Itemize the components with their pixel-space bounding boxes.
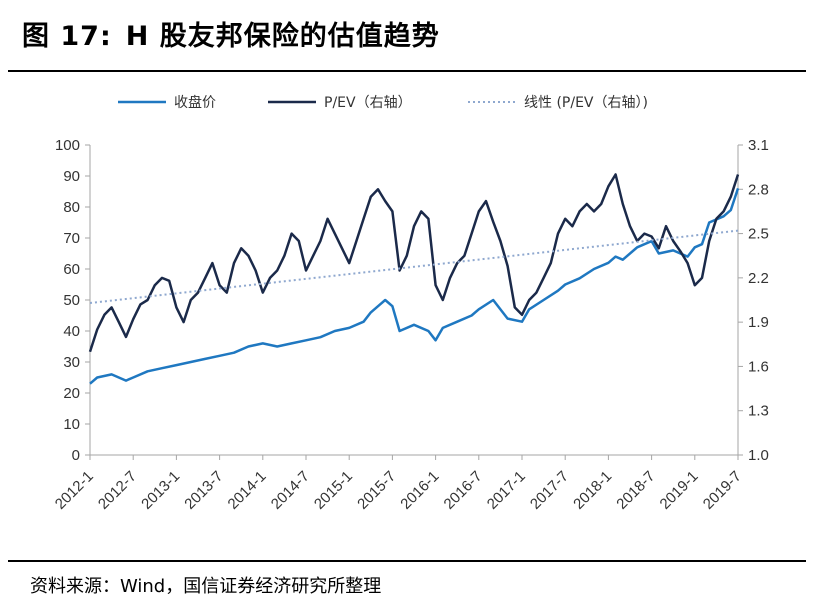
- x-axis-tick-label: 2016-7: [441, 468, 486, 513]
- source-note: 资料来源：Wind，国信证券经济研究所整理: [30, 576, 382, 597]
- right-axis-tick-label: 1.3: [748, 403, 769, 420]
- left-axis-tick-label: 20: [63, 385, 80, 402]
- left-axis-tick-label: 40: [63, 323, 80, 340]
- left-axis-tick-label: 90: [63, 168, 80, 185]
- right-axis-tick-label: 3.1: [748, 137, 769, 154]
- x-axis-tick-label: 2014-7: [268, 468, 313, 513]
- x-axis-tick-label: 2017-7: [527, 468, 572, 513]
- right-axis-tick-label: 1.9: [748, 314, 769, 331]
- left-axis-tick-label: 80: [63, 199, 80, 216]
- left-axis-tick-label: 100: [55, 137, 80, 154]
- left-axis-tick-label: 30: [63, 354, 80, 371]
- right-axis-tick-label: 2.8: [748, 181, 769, 198]
- left-axis-tick-label: 70: [63, 230, 80, 247]
- x-axis-tick-label: 2019-7: [700, 468, 745, 513]
- left-axis-tick-label: 50: [63, 292, 80, 309]
- series-pev-line: [88, 173, 740, 353]
- figure-label: 图 17:: [22, 20, 112, 52]
- x-axis-tick-label: 2015-1: [311, 468, 356, 513]
- x-axis-tick-label: 2015-7: [354, 468, 399, 513]
- right-axis-tick-label: 1.0: [748, 447, 769, 464]
- legend-trend-label: 线性 (P/EV（右轴）): [524, 95, 648, 111]
- chart: 0 10 20 30 40 50 60 70 80 90 100 1.0 1.3 1.6 1.9 2.2 2.5…: [52, 94, 769, 513]
- right-axis-tick-label: 1.6: [748, 358, 769, 375]
- title-row: 图 17: H 股友邦保险的估值趋势: [8, 8, 806, 58]
- x-axis-tick-label: 2016-1: [397, 468, 442, 513]
- left-axis-tick-label: 60: [63, 261, 80, 278]
- x-axis-tick-label: 2013-1: [138, 468, 183, 513]
- x-axis-tick-label: 2018-1: [570, 468, 615, 513]
- x-axis-tick-label: 2012-7: [95, 468, 140, 513]
- x-axis-tick-label: 2013-7: [181, 468, 226, 513]
- left-axis-tick-label: 0: [72, 447, 80, 464]
- x-axis-tick-label: 2018-7: [613, 468, 658, 513]
- x-axis-tick-label: 2014-1: [225, 468, 270, 513]
- legend-pev-label: P/EV（右轴）: [324, 95, 412, 111]
- series-price-line: [89, 188, 740, 385]
- top-rule: [8, 70, 806, 72]
- left-axis-tick-label: 10: [63, 416, 80, 433]
- bottom-rule: [8, 560, 806, 562]
- x-axis-tick-label: 2012-1: [52, 468, 97, 513]
- right-axis-tick-label: 2.2: [748, 270, 769, 287]
- legend-price-label: 收盘价: [174, 94, 216, 111]
- right-axis-tick-label: 2.5: [748, 226, 769, 243]
- x-axis-tick-label: 2019-1: [657, 468, 702, 513]
- x-axis-tick-label: 2017-1: [484, 468, 529, 513]
- figure-title: H 股友邦保险的估值趋势: [125, 20, 440, 52]
- series-pev-trendline: [89, 229, 739, 304]
